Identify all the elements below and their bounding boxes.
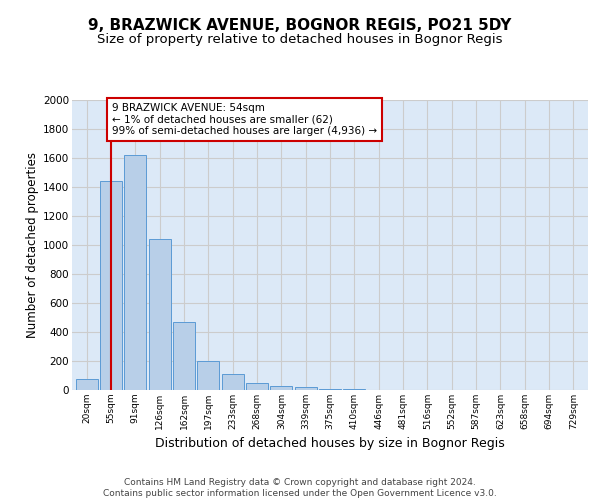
Y-axis label: Number of detached properties: Number of detached properties bbox=[26, 152, 39, 338]
Bar bbox=[100, 181, 122, 390]
Bar bbox=[149, 239, 170, 390]
Bar bbox=[246, 383, 268, 390]
Text: Contains HM Land Registry data © Crown copyright and database right 2024.
Contai: Contains HM Land Registry data © Crown c… bbox=[103, 478, 497, 498]
Bar bbox=[295, 387, 317, 390]
Bar bbox=[173, 322, 195, 390]
Text: 9, BRAZWICK AVENUE, BOGNOR REGIS, PO21 5DY: 9, BRAZWICK AVENUE, BOGNOR REGIS, PO21 5… bbox=[88, 18, 512, 32]
Bar bbox=[76, 379, 98, 390]
X-axis label: Distribution of detached houses by size in Bognor Regis: Distribution of detached houses by size … bbox=[155, 438, 505, 450]
Bar bbox=[197, 361, 219, 390]
Bar bbox=[319, 388, 341, 390]
Bar bbox=[221, 374, 244, 390]
Text: Size of property relative to detached houses in Bognor Regis: Size of property relative to detached ho… bbox=[97, 32, 503, 46]
Text: 9 BRAZWICK AVENUE: 54sqm
← 1% of detached houses are smaller (62)
99% of semi-de: 9 BRAZWICK AVENUE: 54sqm ← 1% of detache… bbox=[112, 103, 377, 136]
Bar bbox=[124, 155, 146, 390]
Bar bbox=[271, 386, 292, 390]
